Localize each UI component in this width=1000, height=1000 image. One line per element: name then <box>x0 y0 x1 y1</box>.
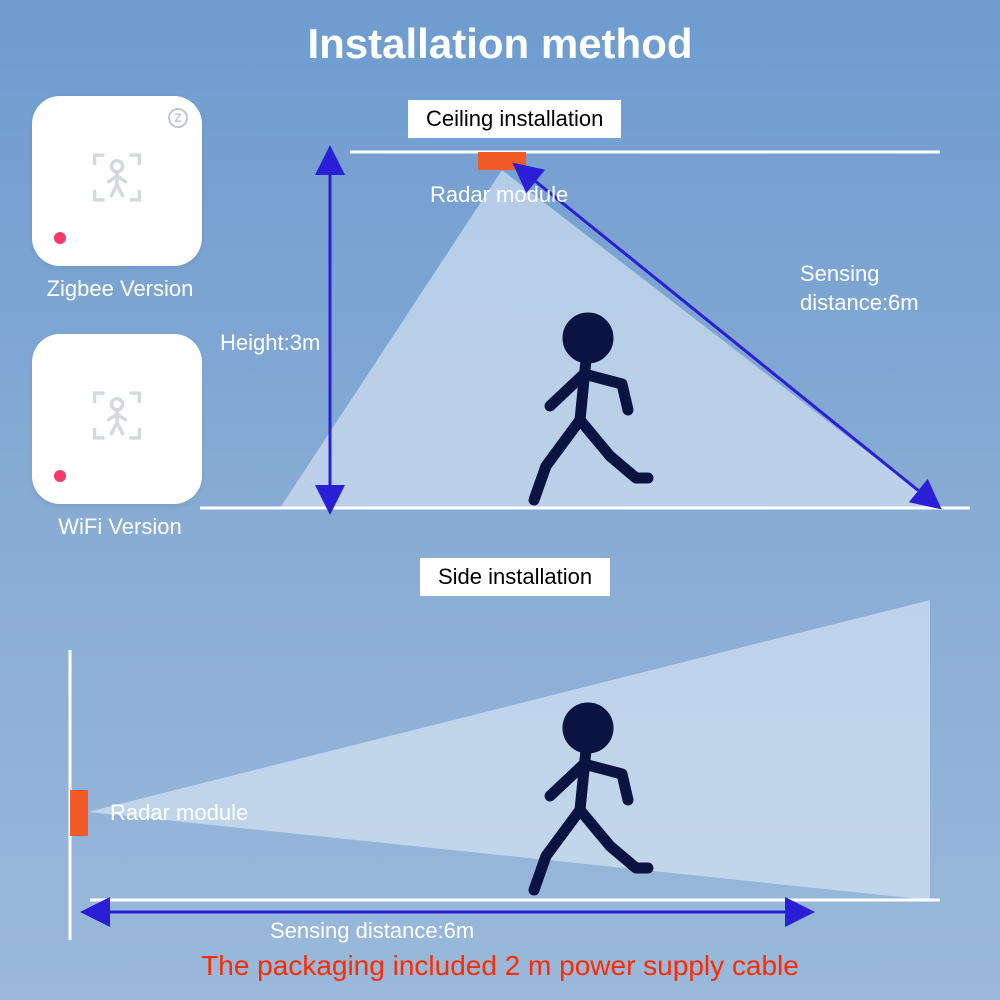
walking-person-icon <box>500 700 660 900</box>
footer-note: The packaging included 2 m power supply … <box>0 950 1000 982</box>
side-radar-label: Radar module <box>110 800 248 826</box>
side-distance-label: Sensing distance:6m <box>270 918 474 944</box>
